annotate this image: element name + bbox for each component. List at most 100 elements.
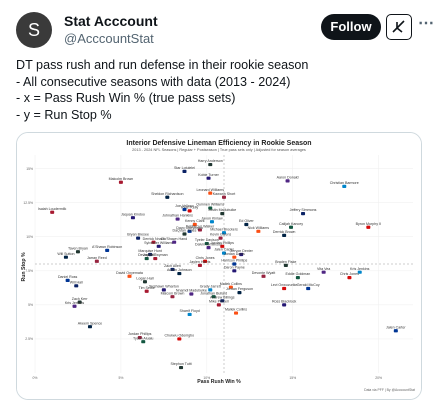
data-point[interactable] bbox=[295, 276, 300, 280]
data-point[interactable] bbox=[203, 259, 208, 263]
tweet-line: DT pass rush and run defense in their ro… bbox=[16, 58, 309, 72]
data-point[interactable] bbox=[182, 232, 187, 236]
data-point[interactable] bbox=[170, 295, 175, 299]
data-point[interactable] bbox=[177, 271, 182, 276]
grok-icon[interactable] bbox=[386, 14, 412, 40]
data-point[interactable] bbox=[256, 229, 261, 233]
data-point[interactable] bbox=[189, 292, 194, 296]
data-point[interactable] bbox=[204, 241, 209, 246]
data-point[interactable] bbox=[118, 180, 123, 184]
data-point[interactable] bbox=[175, 217, 180, 221]
data-point[interactable] bbox=[282, 233, 287, 237]
data-point[interactable] bbox=[342, 184, 347, 188]
data-point[interactable] bbox=[153, 256, 158, 261]
data-point[interactable] bbox=[65, 278, 70, 282]
data-point[interactable] bbox=[165, 195, 170, 199]
data-point-label: Taven Bryan bbox=[68, 246, 88, 250]
data-point[interactable] bbox=[142, 280, 147, 284]
data-point[interactable] bbox=[144, 256, 149, 261]
data-point[interactable] bbox=[222, 195, 226, 199]
display-name[interactable]: Stat Acccount bbox=[64, 13, 158, 29]
data-point[interactable] bbox=[77, 300, 82, 304]
data-point[interactable] bbox=[357, 270, 362, 274]
data-point[interactable] bbox=[127, 274, 132, 278]
data-point[interactable] bbox=[321, 270, 326, 274]
data-point-label: Zach Kerr bbox=[72, 297, 89, 301]
data-point[interactable] bbox=[220, 244, 225, 248]
data-point[interactable] bbox=[72, 304, 77, 308]
data-point[interactable] bbox=[87, 325, 92, 329]
data-point[interactable] bbox=[144, 289, 149, 293]
data-point[interactable] bbox=[75, 250, 80, 254]
data-point[interactable] bbox=[232, 269, 237, 273]
chart-image[interactable]: Interior Defensive Lineman Efficiency in… bbox=[16, 132, 422, 400]
data-point[interactable] bbox=[208, 206, 213, 210]
data-point[interactable] bbox=[222, 231, 226, 235]
data-point[interactable] bbox=[172, 240, 177, 244]
data-point[interactable] bbox=[206, 246, 211, 250]
data-point[interactable] bbox=[211, 295, 216, 299]
data-point[interactable] bbox=[170, 267, 175, 272]
data-point[interactable] bbox=[105, 248, 110, 252]
data-point[interactable] bbox=[285, 179, 290, 183]
data-point[interactable] bbox=[206, 176, 211, 180]
account-handle[interactable]: @AcccountStat bbox=[64, 31, 154, 46]
data-point[interactable] bbox=[197, 263, 202, 267]
data-point[interactable] bbox=[141, 340, 146, 344]
data-point[interactable] bbox=[187, 209, 192, 213]
data-point[interactable] bbox=[244, 222, 249, 227]
data-point[interactable] bbox=[232, 255, 237, 259]
data-point[interactable] bbox=[187, 229, 192, 233]
data-point[interactable] bbox=[261, 274, 266, 278]
data-point[interactable] bbox=[289, 225, 294, 229]
data-point[interactable] bbox=[208, 191, 213, 195]
data-point[interactable] bbox=[347, 276, 352, 280]
data-point-label: Kobie Turner bbox=[198, 173, 219, 177]
data-point[interactable] bbox=[192, 222, 197, 227]
data-point[interactable] bbox=[393, 329, 398, 333]
data-point[interactable] bbox=[179, 365, 184, 370]
data-point[interactable] bbox=[161, 288, 166, 292]
data-point[interactable] bbox=[239, 252, 244, 257]
data-point[interactable] bbox=[228, 285, 233, 289]
data-point[interactable] bbox=[306, 286, 311, 291]
data-point[interactable] bbox=[220, 211, 225, 216]
data-point[interactable] bbox=[282, 303, 287, 307]
data-point[interactable] bbox=[301, 211, 306, 216]
tweet-line: - y = Run Stop % bbox=[16, 107, 112, 122]
data-point[interactable] bbox=[218, 236, 223, 240]
data-point[interactable] bbox=[137, 335, 142, 340]
data-point[interactable] bbox=[74, 284, 79, 288]
data-point[interactable] bbox=[151, 240, 156, 244]
data-point[interactable] bbox=[209, 220, 214, 224]
data-point[interactable] bbox=[222, 251, 226, 255]
data-point[interactable] bbox=[234, 311, 239, 315]
data-point[interactable] bbox=[94, 259, 99, 263]
data-point[interactable] bbox=[220, 299, 225, 303]
follow-button[interactable]: Follow bbox=[321, 14, 381, 40]
data-point[interactable] bbox=[182, 169, 187, 173]
data-point[interactable] bbox=[156, 244, 161, 248]
avatar[interactable]: S bbox=[16, 12, 52, 48]
data-point[interactable] bbox=[177, 337, 182, 341]
data-point[interactable] bbox=[187, 312, 192, 317]
data-point-label: Jordan Phillips bbox=[211, 241, 235, 245]
data-point[interactable] bbox=[63, 255, 68, 259]
more-icon[interactable]: ⋯ bbox=[418, 15, 434, 32]
data-point[interactable] bbox=[182, 207, 187, 212]
data-point[interactable] bbox=[232, 262, 237, 266]
data-point[interactable] bbox=[216, 303, 221, 307]
data-point[interactable] bbox=[136, 236, 141, 240]
data-point-label: Nnamdi Madubuike bbox=[176, 289, 207, 293]
data-point-label: David Onyemata bbox=[116, 271, 143, 275]
data-point[interactable] bbox=[130, 216, 135, 220]
data-point[interactable] bbox=[208, 162, 213, 167]
data-point[interactable] bbox=[50, 210, 55, 214]
data-point[interactable] bbox=[208, 288, 213, 292]
data-point[interactable] bbox=[148, 252, 153, 257]
data-point[interactable] bbox=[282, 286, 287, 291]
data-point[interactable] bbox=[237, 291, 242, 295]
data-point[interactable] bbox=[366, 225, 371, 229]
data-point[interactable] bbox=[283, 263, 288, 267]
data-point[interactable] bbox=[197, 228, 202, 232]
